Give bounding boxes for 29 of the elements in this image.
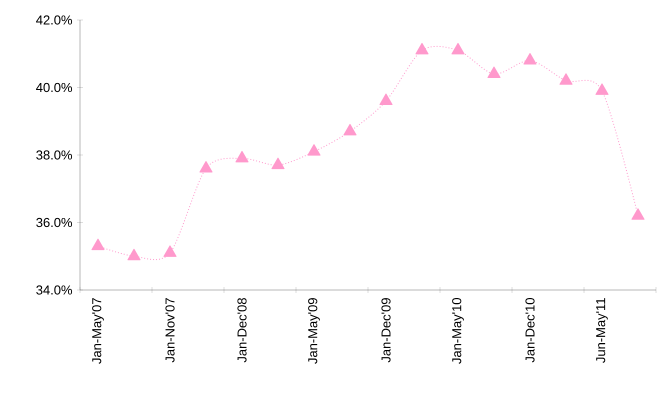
point (559, 73, 573, 85)
point (307, 144, 321, 156)
x-tick-label: Jan-May'10 (452, 298, 464, 364)
point (163, 245, 177, 257)
y-tick-label: 40.0% (36, 82, 72, 92)
point (523, 53, 537, 64)
x-tick-label: Jan-Nov'07 (165, 298, 175, 362)
y-tick-label: 36.0% (36, 218, 72, 228)
point (271, 158, 285, 170)
point (91, 238, 105, 250)
point (379, 94, 393, 105)
y-tick-label: 38.0% (36, 150, 72, 160)
point (595, 83, 609, 95)
x-tick-label: Jan-May'09 (308, 298, 320, 364)
point (415, 42, 429, 54)
point (487, 66, 501, 78)
x-tick-label: Jan-Dec'10 (525, 298, 535, 362)
x-tick-label: Jun-May'11 (596, 298, 608, 363)
y-tick-label: 34.0% (36, 285, 72, 295)
point (343, 124, 357, 136)
y-tick-label: 42.0% (36, 15, 72, 25)
point (451, 42, 465, 54)
x-tick-label: Jan-Dec'08 (237, 298, 247, 362)
point (235, 150, 249, 162)
point (127, 248, 141, 260)
point (631, 208, 645, 220)
x-tick-label: Jan-May'07 (92, 298, 104, 364)
x-tick-label: Jan-Dec'09 (381, 298, 391, 362)
point (199, 161, 213, 172)
